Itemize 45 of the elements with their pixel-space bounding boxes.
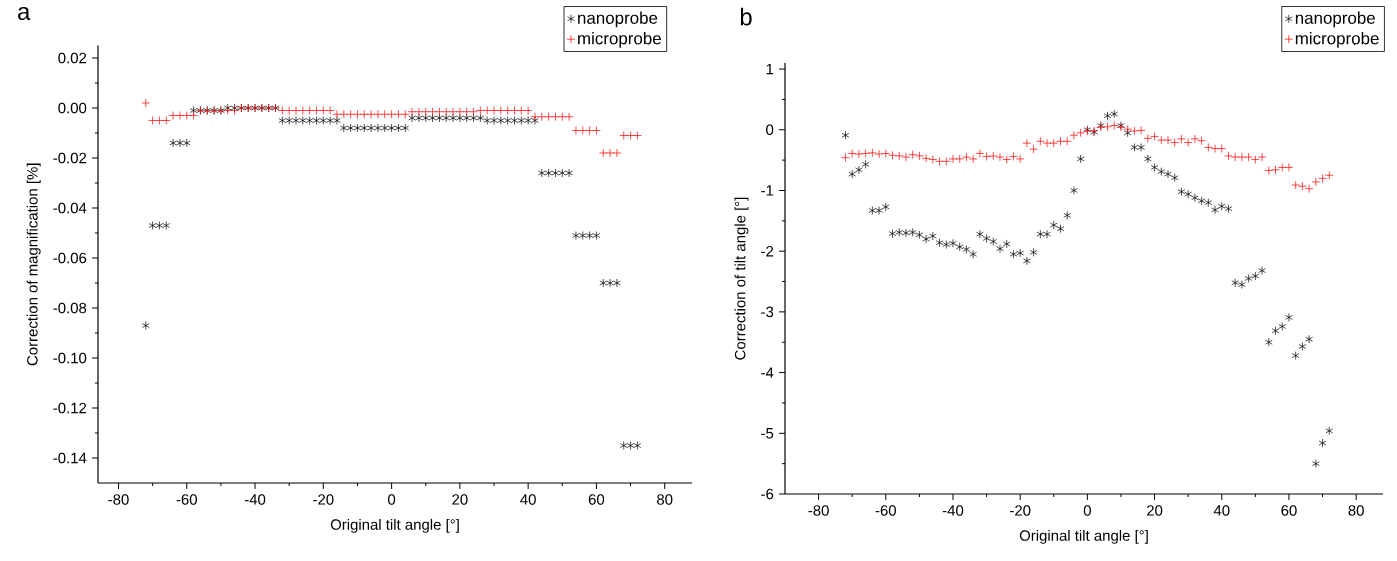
x-tick-label: 20 [1147,505,1163,516]
x-tick-label: 80 [1348,505,1364,516]
y-tick-label: -3 [761,306,774,318]
x-tick-label: 0 [1083,505,1091,516]
x-tick-label: -60 [875,505,896,516]
text: a [18,6,31,21]
x-tick-label: -40 [244,494,266,505]
legend-label: microprobe [578,32,661,48]
x-tick-label: 60 [1281,505,1297,516]
x-tick-label: 40 [1213,505,1230,516]
x-tick-label: 60 [588,494,605,505]
y-tick-label: -0.04 [53,202,87,214]
y-tick-label: -5 [761,428,774,439]
x-tick-label: -40 [942,505,964,516]
x-tick-label: -80 [108,494,129,505]
x-tick-label: 20 [452,494,468,505]
x-tick-label: -80 [808,505,829,516]
x-axis-title: Original tilt angle [°] [330,518,459,533]
y-tick-label: -0.12 [53,402,87,414]
legend-label: nanoprobe [1295,11,1375,28]
x-axis-title: Original tilt angle [°] [1019,529,1148,544]
x-tick-label: 40 [520,494,536,505]
x-tick-label: -20 [1010,505,1031,516]
legend-label: nanoprobe [578,11,658,28]
y-tick-label: 0 [766,124,774,136]
y-tick-label: 1 [766,63,774,75]
x-tick-label: -20 [313,494,334,505]
legend-label: microprobe [1295,31,1379,48]
y-axis-title: Correction of tilt angle [°] [734,197,749,360]
y-tick-label: 0.00 [58,102,87,114]
y-tick-label: -4 [761,367,774,378]
y-tick-label: -0.06 [53,252,87,264]
x-tick-label: -60 [176,494,197,505]
y-tick-label: -0.14 [53,452,87,464]
y-tick-label: -6 [761,488,774,500]
y-tick-label: 0.02 [58,52,87,64]
x-tick-label: 80 [657,494,673,505]
y-tick-label: -1 [761,185,774,196]
y-tick-label: -2 [761,245,774,257]
y-axis-title: Correction of magnification [%] [26,163,41,366]
text: b [740,7,752,26]
y-tick-label: -0.08 [53,302,87,314]
y-tick-label: -0.10 [53,352,87,364]
x-tick-label: 0 [388,494,396,505]
y-tick-label: -0.02 [53,152,87,164]
